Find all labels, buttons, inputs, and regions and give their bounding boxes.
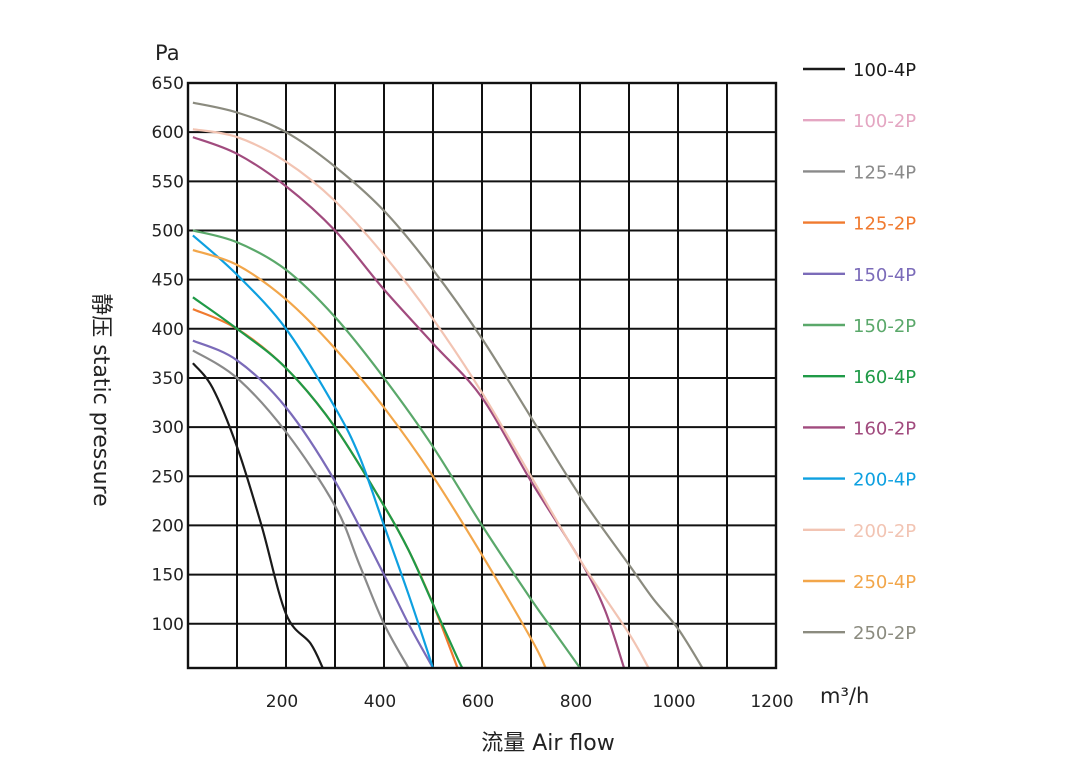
x-tick-label: 1200: [750, 692, 793, 712]
legend-item-200-2P: 200-2P: [803, 521, 916, 542]
series-line-160-4P: [192, 296, 464, 669]
legend-label: 160-2P: [853, 418, 916, 439]
x-axis-title: 流量 Air flow: [481, 731, 615, 756]
y-axis-title: 静压 static pressure: [88, 293, 113, 506]
y-tick-label: 450: [152, 271, 184, 291]
legend-label: 250-4P: [853, 572, 916, 593]
legend-label: 100-4P: [853, 60, 916, 81]
legend-item-200-4P: 200-4P: [803, 470, 916, 491]
legend-item-125-4P: 125-4P: [803, 162, 916, 183]
x-tick-label: 1000: [652, 692, 695, 712]
y-tick-labels: 100 150 200 250 300 350 400 450 500 550 600 650: [152, 74, 184, 635]
legend-label: 250-2P: [853, 623, 916, 644]
series-curves: [192, 101, 704, 669]
legend-item-150-2P: 150-2P: [803, 316, 916, 337]
y-unit-label: Pa: [155, 41, 180, 65]
legend-item-250-4P: 250-4P: [803, 572, 916, 593]
y-tick-label: 600: [152, 123, 184, 143]
series-line-150-4P: [192, 339, 434, 669]
y-tick-label: 200: [152, 516, 184, 536]
series-line-125-4P: [192, 349, 410, 669]
plot-frame: [186, 81, 778, 670]
y-tick-label: 300: [152, 418, 184, 438]
x-tick-label: 800: [560, 692, 592, 712]
legend-item-125-2P: 125-2P: [803, 214, 916, 235]
y-tick-label: 500: [152, 221, 184, 241]
x-unit-label: m³/h: [820, 684, 869, 708]
y-tick-label: 350: [152, 369, 184, 389]
x-tick-labels: 200 400 600 800 1000 1200: [266, 692, 794, 712]
legend-label: 160-4P: [853, 367, 916, 388]
x-tick-label: 600: [462, 692, 494, 712]
series-line-100-4P: [192, 362, 324, 669]
legend-label: 150-2P: [853, 316, 916, 337]
series-line-150-2P: [192, 229, 581, 669]
x-tick-label: 200: [266, 692, 298, 712]
legend-label: 125-2P: [853, 214, 916, 235]
series-line-200-2P: [192, 128, 650, 669]
legend-label: 150-4P: [853, 265, 916, 286]
series-line-250-4P: [192, 249, 547, 669]
y-tick-label: 550: [152, 172, 184, 192]
legend-item-160-4P: 160-4P: [803, 367, 916, 388]
series-line-160-2P: [192, 136, 626, 669]
legend-item-250-2P: 250-2P: [803, 623, 916, 644]
legend-label: 100-2P: [853, 111, 916, 132]
x-tick-label: 400: [364, 692, 396, 712]
series-line-200-4P: [192, 234, 435, 669]
series-line-250-2P: [192, 101, 704, 669]
legend-item-100-4P: 100-4P: [803, 60, 916, 81]
y-tick-label: 100: [152, 615, 184, 635]
legend-label: 125-4P: [853, 162, 916, 183]
y-tick-label: 150: [152, 566, 184, 586]
legend: 100-4P 100-2P 125-4P 125-2P 150-4P 150-2P 160-…: [803, 60, 916, 644]
legend-label: 200-4P: [853, 470, 916, 491]
y-tick-label: 250: [152, 467, 184, 487]
y-tick-label: 400: [152, 320, 184, 340]
y-tick-label: 650: [152, 74, 184, 94]
legend-item-150-4P: 150-4P: [803, 265, 916, 286]
legend-label: 200-2P: [853, 521, 916, 542]
legend-item-100-2P: 100-2P: [803, 111, 916, 132]
legend-item-160-2P: 160-2P: [803, 418, 916, 439]
